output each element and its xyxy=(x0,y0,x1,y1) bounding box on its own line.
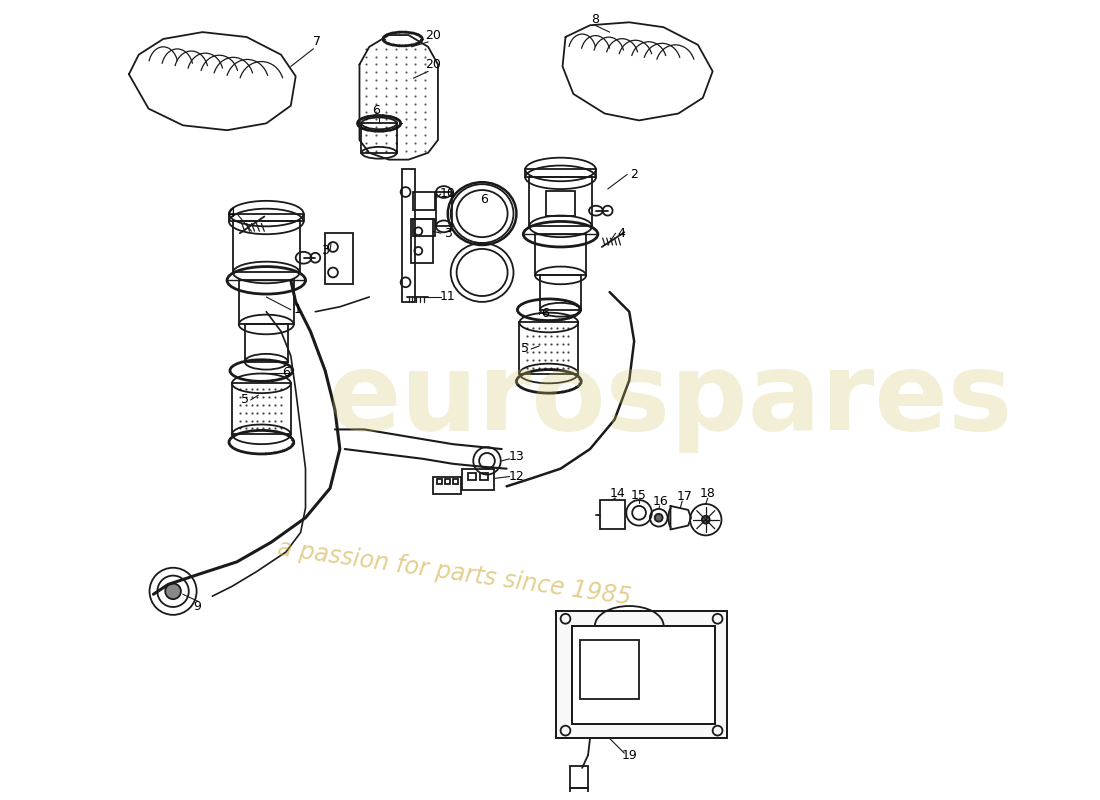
Bar xyxy=(556,611,727,738)
Text: 10: 10 xyxy=(440,187,455,201)
Text: 3: 3 xyxy=(443,226,452,240)
Bar xyxy=(519,322,579,374)
Bar xyxy=(402,170,416,302)
Bar xyxy=(529,178,592,226)
Bar xyxy=(556,611,727,738)
Bar xyxy=(600,500,625,530)
Bar xyxy=(572,626,715,724)
Bar xyxy=(232,383,290,434)
Text: 20: 20 xyxy=(425,58,441,71)
Text: 5: 5 xyxy=(521,342,529,355)
Bar xyxy=(433,477,461,494)
Text: 16: 16 xyxy=(652,494,669,507)
Bar xyxy=(526,170,596,178)
Text: 2: 2 xyxy=(630,168,638,181)
Bar xyxy=(572,626,715,724)
Bar xyxy=(571,787,588,800)
Text: 3: 3 xyxy=(321,244,329,258)
Bar xyxy=(362,123,397,153)
Text: eurospares: eurospares xyxy=(328,347,1013,453)
Text: 1: 1 xyxy=(294,303,301,316)
Text: 8: 8 xyxy=(591,13,598,26)
Bar xyxy=(414,192,435,210)
Text: 4: 4 xyxy=(227,207,235,220)
Bar xyxy=(326,234,353,284)
Bar xyxy=(229,214,304,222)
Text: 13: 13 xyxy=(508,450,525,463)
Bar xyxy=(239,280,294,325)
Bar xyxy=(462,469,494,490)
Bar xyxy=(469,473,476,481)
Bar xyxy=(480,473,488,481)
Text: 9: 9 xyxy=(194,599,201,613)
Circle shape xyxy=(654,514,662,522)
Bar xyxy=(444,479,450,484)
Text: 11: 11 xyxy=(440,290,455,303)
Text: 19: 19 xyxy=(621,749,637,762)
Bar xyxy=(436,192,452,226)
Circle shape xyxy=(165,583,180,599)
Text: 6: 6 xyxy=(541,307,549,320)
Bar xyxy=(411,218,433,262)
Bar xyxy=(414,218,435,236)
Bar xyxy=(233,222,299,273)
Bar xyxy=(244,325,288,362)
Text: 18: 18 xyxy=(700,486,716,500)
Bar xyxy=(546,191,575,215)
Text: a passion for parts since 1985: a passion for parts since 1985 xyxy=(276,536,632,610)
Bar xyxy=(540,275,581,310)
Bar xyxy=(437,479,442,484)
Bar xyxy=(571,766,588,787)
Text: 20: 20 xyxy=(425,29,441,42)
Text: 15: 15 xyxy=(631,489,647,502)
Text: 5: 5 xyxy=(241,394,249,406)
Bar xyxy=(535,234,586,275)
Text: 4: 4 xyxy=(617,226,625,240)
Text: 14: 14 xyxy=(609,486,626,500)
Bar xyxy=(453,479,458,484)
Text: 7: 7 xyxy=(314,35,321,49)
Text: 6: 6 xyxy=(480,194,488,206)
Text: 6: 6 xyxy=(282,366,289,379)
Bar xyxy=(580,640,639,699)
Text: 12: 12 xyxy=(508,470,525,483)
Circle shape xyxy=(702,516,710,524)
Text: 17: 17 xyxy=(676,490,692,502)
Text: 6: 6 xyxy=(372,104,381,117)
